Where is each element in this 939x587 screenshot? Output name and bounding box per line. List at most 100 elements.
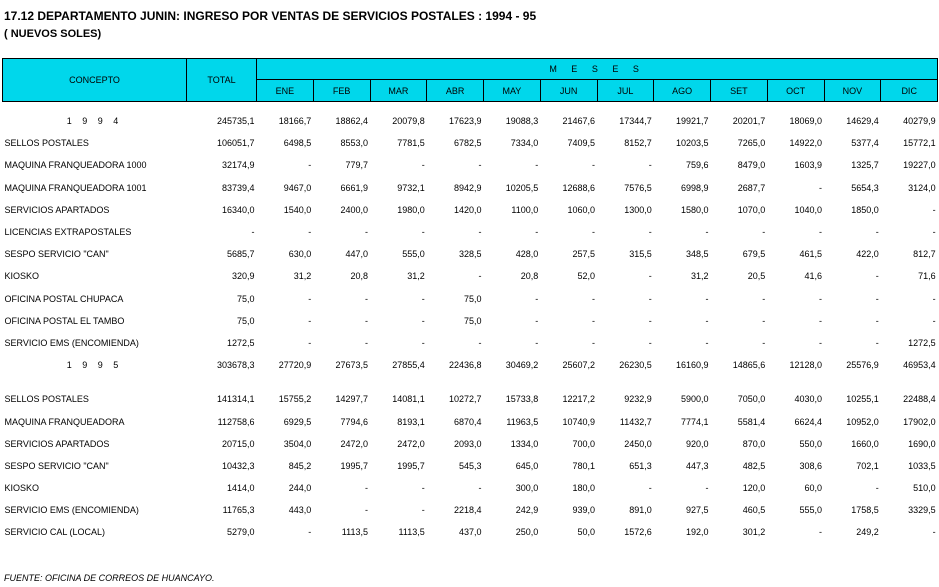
month-cell: 16160,9 [675, 360, 709, 371]
total-cell: 141314,1 [216, 394, 255, 405]
month-cell: - [819, 315, 822, 326]
month-cell: 645,0 [515, 460, 539, 471]
month-cell: 759,6 [685, 160, 709, 171]
month-cell: 482,5 [742, 460, 766, 471]
month-cell: 8942,9 [453, 182, 482, 193]
month-cell: - [819, 337, 822, 348]
month-cell: - [421, 483, 425, 494]
month-cell: 6929,5 [283, 416, 312, 427]
month-cell: 249,2 [856, 527, 879, 538]
month-cell: - [592, 315, 595, 326]
month-cell: 7794,6 [340, 416, 368, 427]
month-cell: 26230,5 [619, 360, 652, 371]
month-cell: - [762, 337, 766, 348]
month-cell: 52,0 [577, 271, 595, 282]
month-cell: 2218,4 [453, 505, 482, 516]
month-cell: - [705, 483, 709, 494]
month-cell: - [648, 293, 652, 304]
total-cell: 1414,0 [226, 483, 255, 494]
month-cell: - [308, 337, 312, 348]
month-cell: 6661,9 [340, 182, 368, 193]
month-cell: 257,5 [572, 249, 595, 260]
month-cell: 18862,4 [335, 116, 368, 127]
month-cell: 3124,0 [908, 182, 936, 193]
concept-label: SESPO SERVICIO "CAN" [4, 460, 109, 471]
month-cell: 447,3 [685, 460, 709, 471]
total-cell: 5685,7 [226, 249, 255, 260]
month-cell: 1980,0 [397, 204, 425, 215]
total-cell: 245735,1 [216, 116, 255, 127]
spacer-row [3, 102, 938, 111]
month-cell: 845,2 [288, 460, 312, 471]
month-cell: 15755,2 [278, 394, 312, 405]
total-cell: 1272,5 [226, 337, 255, 348]
month-cell: 1100,0 [511, 204, 539, 215]
month-cell: - [308, 315, 312, 326]
month-cell: 12217,2 [562, 394, 595, 405]
month-cell: - [535, 227, 539, 238]
month-cell: 1603,9 [794, 160, 822, 171]
month-cell: 1850,0 [851, 204, 879, 215]
month-cell: 779,7 [345, 160, 368, 171]
month-cell: - [648, 315, 652, 326]
table-row: OFICINA POSTAL EL TAMBO 75,0 - - - 75,0 - - - - - -… [3, 310, 938, 332]
month-cell: 4030,0 [794, 394, 822, 405]
concept-label: SERVICIO EMS (ENCOMIENDA) [4, 505, 139, 516]
month-cell: - [875, 337, 879, 348]
month-cell: - [365, 505, 368, 516]
total-cell: 83739,4 [221, 182, 255, 193]
month-cell: 7334,0 [510, 138, 539, 149]
month-cell: 250,0 [515, 527, 539, 538]
month-cell: 14629,4 [846, 116, 879, 127]
month-cell: 6870,4 [453, 416, 482, 427]
month-cell: - [762, 315, 766, 326]
month-cell: 2450,0 [624, 438, 652, 449]
month-cell: 7576,5 [624, 182, 652, 193]
month-cell: 5377,4 [851, 138, 879, 149]
concept-label: SELLOS POSTALES [4, 138, 89, 149]
month-cell: - [308, 160, 312, 171]
year-total-row: 1 9 9 4 245735,1 18166,7 18862,4 20079,8 1762… [3, 110, 938, 132]
month-cell: - [365, 315, 368, 326]
table-row: KIOSKO 1414,0 244,0 - - - 300,0 180,0 - - 120,0 60,… [3, 477, 938, 499]
table-row: SERVICIO EMS (ENCOMIENDA) 11765,3 443,0 - - 2… [3, 499, 938, 521]
month-cell: 71,6 [918, 271, 936, 282]
header-month: DIC [880, 79, 939, 102]
month-cell: 461,5 [799, 249, 822, 260]
month-cell: 1040,0 [794, 204, 822, 215]
month-cell: - [421, 505, 425, 516]
header-month: MAY [483, 79, 541, 102]
month-cell: 927,5 [685, 505, 709, 516]
month-cell: 10952,0 [846, 416, 879, 427]
month-cell: - [365, 483, 368, 494]
header-month: ENE [256, 79, 314, 102]
month-cell: - [365, 293, 368, 304]
table-row: SELLOS POSTALES 106051,7 6498,5 8553,0 7781,… [3, 132, 938, 154]
concept-label: MAQUINA FRANQUEADORA 1001 [4, 182, 147, 193]
month-cell: 8479,0 [737, 160, 766, 171]
total-cell: - [251, 227, 255, 238]
month-cell: 1660,0 [851, 438, 879, 449]
table-row: SERVICIO CAL (LOCAL) 5279,0 - 1113,5 1113,5 4… [3, 521, 938, 543]
header-month: NOV [823, 79, 882, 102]
month-cell: 702,1 [856, 460, 879, 471]
month-cell: - [932, 293, 936, 304]
concept-label: KIOSKO [4, 483, 40, 494]
total-cell: 5279,0 [226, 527, 255, 538]
concept-label: KIOSKO [4, 271, 40, 282]
month-cell: 2472,0 [397, 438, 425, 449]
month-cell: 242,9 [515, 505, 539, 516]
month-cell: 12688,6 [562, 182, 595, 193]
month-cell: 630,0 [288, 249, 312, 260]
month-cell: 700,0 [572, 438, 595, 449]
month-cell: 308,6 [799, 460, 822, 471]
month-cell: 447,0 [345, 249, 368, 260]
table-body: 1 9 9 4 245735,1 18166,7 18862,4 20079,8 1762… [3, 102, 938, 544]
month-cell: 1420,0 [453, 204, 482, 215]
month-cell: - [365, 227, 368, 238]
month-cell: 14081,1 [392, 394, 425, 405]
header-total: TOTAL [186, 58, 257, 102]
header-month: SET [710, 79, 768, 102]
month-cell: 328,5 [458, 249, 482, 260]
month-cell: 550,0 [799, 438, 822, 449]
